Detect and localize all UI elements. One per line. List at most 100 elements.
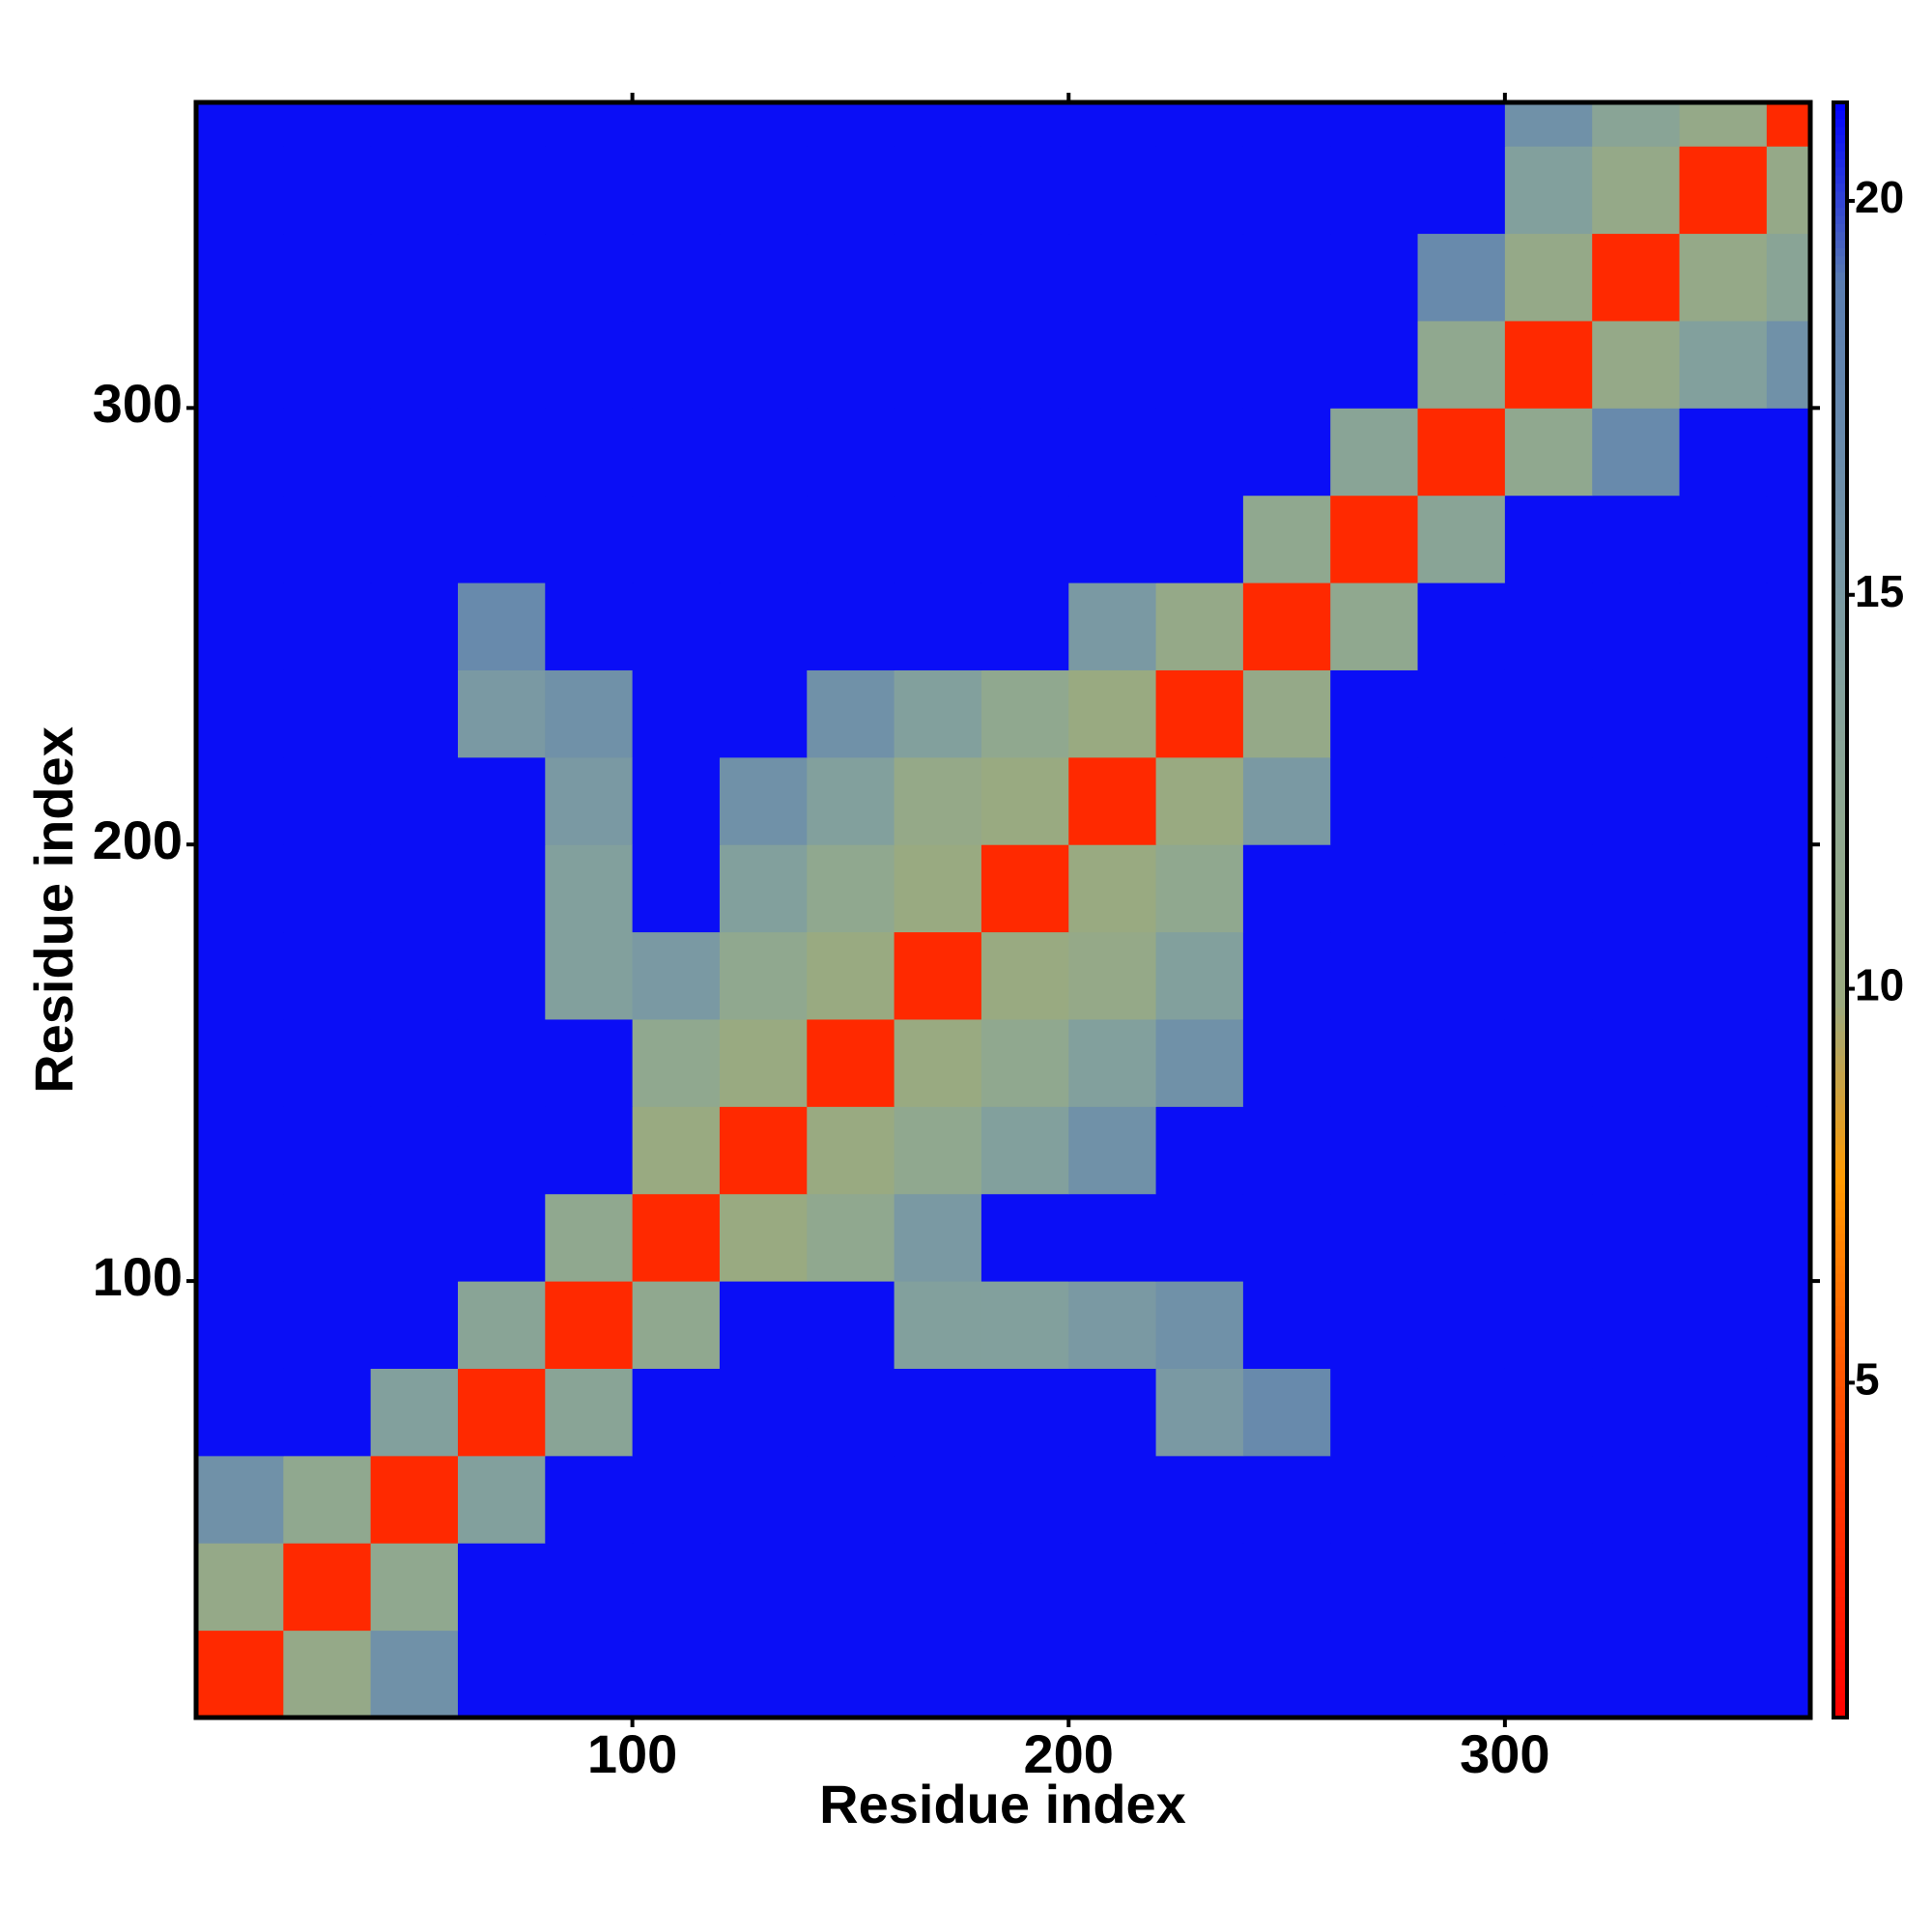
- heat-cell: [1504, 233, 1593, 322]
- heat-cell: [1679, 146, 1768, 235]
- heat-cell: [632, 1281, 721, 1369]
- heat-cell: [545, 931, 634, 1020]
- heat-cell: [807, 495, 895, 583]
- heat-cell: [1155, 1193, 1244, 1282]
- heat-cell: [1155, 495, 1244, 583]
- heat-cell: [1592, 1368, 1681, 1457]
- heat-cell: [457, 844, 546, 933]
- heat-cell: [894, 582, 982, 670]
- heat-cell: [807, 1455, 895, 1544]
- heat-cell: [370, 146, 459, 235]
- heat-cell: [1592, 1018, 1681, 1107]
- heat-cell: [1155, 756, 1244, 845]
- heat-cell: [1330, 1018, 1419, 1107]
- heat-cell: [457, 146, 546, 235]
- heat-cell: [1766, 844, 1811, 933]
- heat-cell: [1330, 408, 1419, 497]
- heat-cell: [370, 102, 459, 147]
- heat-cell: [283, 1455, 372, 1544]
- heat-cell: [196, 756, 284, 845]
- heat-cell: [1155, 844, 1244, 933]
- heat-cell: [980, 756, 1069, 845]
- heat-cell: [632, 320, 721, 409]
- heat-cell: [1592, 102, 1681, 147]
- heat-cell: [545, 669, 634, 758]
- heat-cell: [980, 1543, 1069, 1632]
- heat-cell: [1592, 582, 1681, 670]
- heat-cell: [283, 495, 372, 583]
- heat-cell: [370, 495, 459, 583]
- heat-cell: [1679, 1368, 1768, 1457]
- heat-cell: [1504, 102, 1593, 147]
- y-tick-label: 200: [93, 810, 183, 870]
- heat-cell: [1766, 102, 1811, 147]
- heat-cell: [1504, 1193, 1593, 1282]
- heat-cell: [370, 1543, 459, 1632]
- heat-cell: [1679, 408, 1768, 497]
- heat-cell: [1068, 320, 1157, 409]
- heat-cell: [457, 495, 546, 583]
- heat-cell: [196, 1281, 284, 1369]
- heat-cell: [632, 1106, 721, 1195]
- heat-cell: [545, 102, 634, 147]
- heat-cell: [283, 1368, 372, 1457]
- heat-cell: [1766, 1281, 1811, 1369]
- heat-cell: [807, 320, 895, 409]
- heat-cell: [1155, 669, 1244, 758]
- heat-cell: [196, 1193, 284, 1282]
- heat-cell: [1417, 102, 1506, 147]
- heat-cell: [1679, 844, 1768, 933]
- heat-cell: [1330, 669, 1419, 758]
- heat-cell: [196, 1106, 284, 1195]
- heat-cell: [1068, 1281, 1157, 1369]
- heat-cell: [632, 756, 721, 845]
- heat-cell: [894, 495, 982, 583]
- heat-cell: [1679, 1281, 1768, 1369]
- heat-cell: [1417, 1018, 1506, 1107]
- heat-cell: [457, 1455, 546, 1544]
- heat-cell: [1155, 931, 1244, 1020]
- heat-cell: [719, 102, 808, 147]
- heat-cell: [370, 1106, 459, 1195]
- heat-cell: [719, 146, 808, 235]
- heat-cell: [632, 408, 721, 497]
- heat-cell: [283, 146, 372, 235]
- heat-cell: [370, 1281, 459, 1369]
- heat-cell: [719, 1106, 808, 1195]
- heat-cell: [1504, 408, 1593, 497]
- heat-cell: [1242, 1368, 1331, 1457]
- heat-cell: [1330, 146, 1419, 235]
- heat-cell: [1592, 1455, 1681, 1544]
- heat-cell: [283, 756, 372, 845]
- heat-cell: [980, 1630, 1069, 1719]
- heat-cell: [1766, 408, 1811, 497]
- heat-cell: [894, 408, 982, 497]
- x-tick-label: 300: [1460, 1723, 1549, 1784]
- heat-cell: [1330, 1193, 1419, 1282]
- heat-cell: [719, 1543, 808, 1632]
- heat-cell: [894, 1106, 982, 1195]
- heat-cell: [1068, 1543, 1157, 1632]
- heat-cell: [632, 1018, 721, 1107]
- heat-cell: [457, 1368, 546, 1457]
- heat-cell: [196, 1543, 284, 1632]
- heat-cell: [1242, 1455, 1331, 1544]
- heat-cell: [980, 408, 1069, 497]
- y-tick-label: 100: [93, 1246, 183, 1307]
- heat-cell: [980, 1368, 1069, 1457]
- heat-cell: [457, 1106, 546, 1195]
- heat-cell: [632, 233, 721, 322]
- heat-cell: [807, 102, 895, 147]
- heat-cell: [1766, 1543, 1811, 1632]
- heat-cell: [283, 669, 372, 758]
- heat-cell: [545, 1543, 634, 1632]
- heat-cell: [1330, 756, 1419, 845]
- heat-cell: [1068, 1368, 1157, 1457]
- heat-cell: [545, 1630, 634, 1719]
- heat-cell: [719, 408, 808, 497]
- heat-cell: [1504, 1018, 1593, 1107]
- heat-cell: [1068, 931, 1157, 1020]
- heat-cell: [196, 146, 284, 235]
- heat-cell: [1068, 408, 1157, 497]
- heat-cell: [545, 582, 634, 670]
